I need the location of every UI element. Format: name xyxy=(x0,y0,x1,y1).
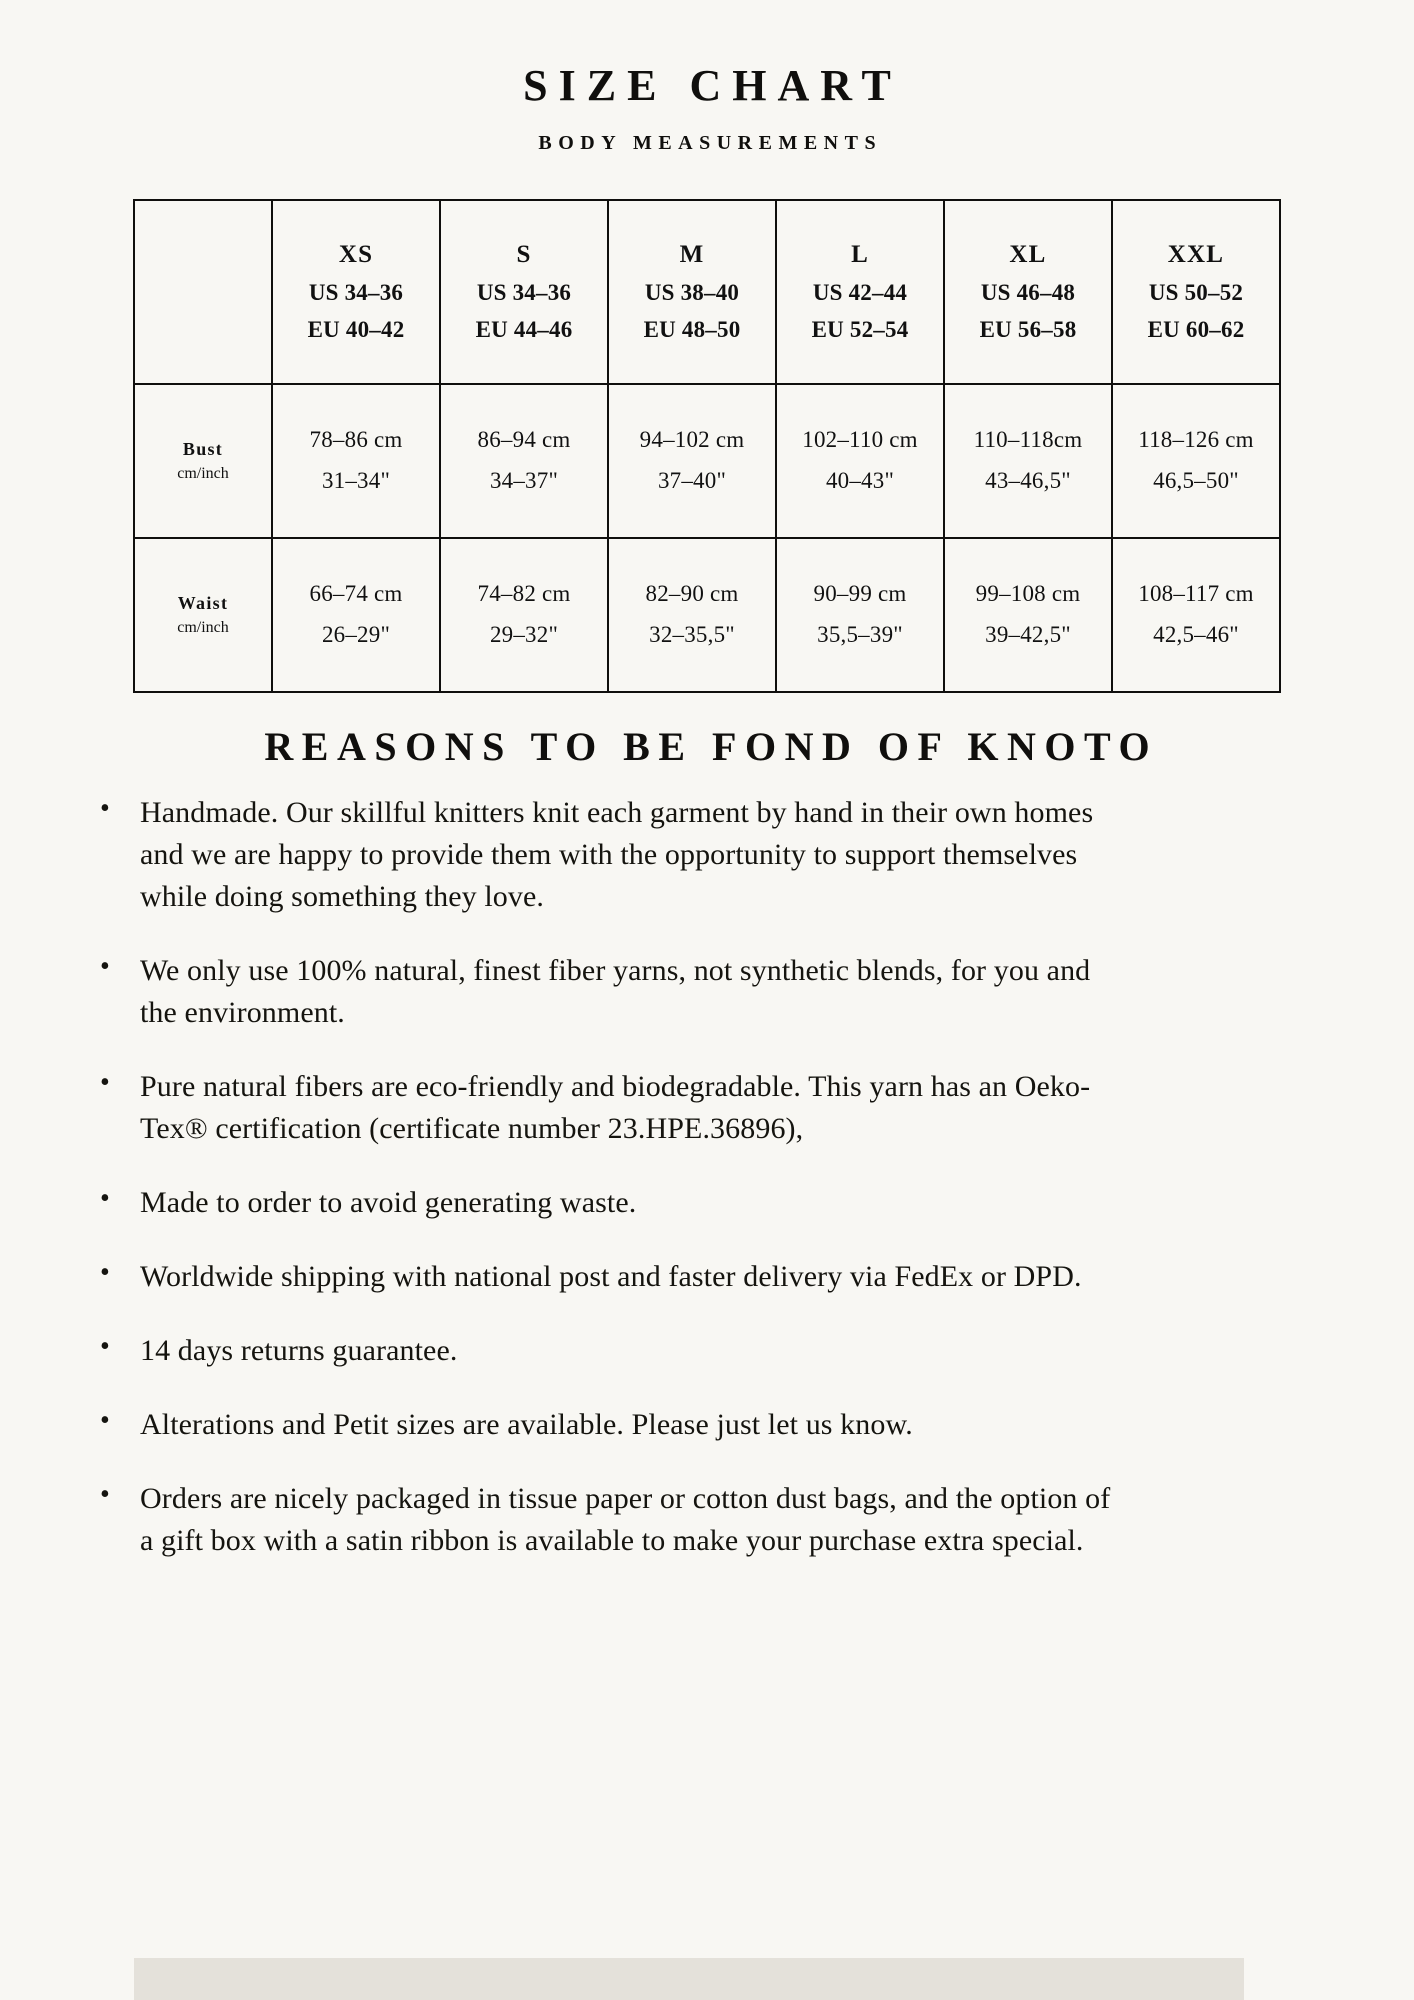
column-header-l: L US 42–44 EU 52–54 xyxy=(775,199,945,386)
measurement-cm: 74–82 cm xyxy=(477,581,571,607)
list-item: Pure natural fibers are eco-friendly and… xyxy=(92,1063,1122,1150)
table-header: XS US 34–36 EU 40–42 S US 34–36 EU 44–46… xyxy=(133,199,1281,386)
table-cell: 90–99 cm 35,5–39" xyxy=(775,537,945,694)
size-eu: EU 56–58 xyxy=(979,317,1077,343)
table-header-row: XS US 34–36 EU 40–42 S US 34–36 EU 44–46… xyxy=(133,199,1281,386)
row-header-name: Bust xyxy=(182,439,224,460)
list-item: Orders are nicely packaged in tissue pap… xyxy=(92,1475,1122,1562)
size-us: US 34–36 xyxy=(476,279,572,305)
row-header-bust: Bust cm/inch xyxy=(133,383,273,540)
size-label: XS xyxy=(338,241,374,269)
table-cell: 82–90 cm 32–35,5" xyxy=(607,537,777,694)
row-header-waist: Waist cm/inch xyxy=(133,537,273,694)
measurement-cm: 86–94 cm xyxy=(477,427,571,453)
measurement-cm: 82–90 cm xyxy=(645,581,739,607)
size-eu: EU 60–62 xyxy=(1147,317,1245,343)
measurement-cm: 94–102 cm xyxy=(639,427,745,453)
list-item: Made to order to avoid generating waste. xyxy=(92,1179,1122,1224)
table-cell: 102–110 cm 40–43" xyxy=(775,383,945,540)
size-us: US 34–36 xyxy=(308,279,404,305)
measurement-inch: 37–40" xyxy=(657,468,727,494)
column-header-xxl: XXL US 50–52 EU 60–62 xyxy=(1111,199,1281,386)
page-subtitle: BODY MEASUREMENTS xyxy=(538,132,883,155)
size-label: XXL xyxy=(1167,241,1225,269)
table-cell: 99–108 cm 39–42,5" xyxy=(943,537,1113,694)
measurement-cm: 66–74 cm xyxy=(309,581,403,607)
size-eu: EU 44–46 xyxy=(475,317,573,343)
size-eu: EU 48–50 xyxy=(643,317,741,343)
column-header-m: M US 38–40 EU 48–50 xyxy=(607,199,777,386)
measurement-inch: 32–35,5" xyxy=(649,622,735,648)
measurement-inch: 35,5–39" xyxy=(817,622,903,648)
measurement-cm: 118–126 cm xyxy=(1138,427,1254,453)
table-cell: 66–74 cm 26–29" xyxy=(271,537,441,694)
column-header-xl: XL US 46–48 EU 56–58 xyxy=(943,199,1113,386)
page-title: SIZE CHART xyxy=(523,61,902,110)
measurement-inch: 40–43" xyxy=(825,468,895,494)
size-label: L xyxy=(851,241,869,269)
list-item: Handmade. Our skillful knitters knit eac… xyxy=(92,789,1122,918)
table-cell: 108–117 cm 42,5–46" xyxy=(1111,537,1281,694)
measurement-inch: 29–32" xyxy=(489,622,559,648)
size-us: US 42–44 xyxy=(812,279,908,305)
size-eu: EU 40–42 xyxy=(307,317,405,343)
list-item: 14 days returns guarantee. xyxy=(92,1327,1122,1372)
size-label: S xyxy=(516,241,532,269)
size-chart-table-wrapper: XS US 34–36 EU 40–42 S US 34–36 EU 44–46… xyxy=(133,199,1281,694)
measurement-cm: 99–108 cm xyxy=(975,581,1081,607)
size-us: US 50–52 xyxy=(1148,279,1244,305)
size-label: XL xyxy=(1009,241,1047,269)
measurement-inch: 26–29" xyxy=(321,622,391,648)
row-header-unit: cm/inch xyxy=(177,619,229,637)
measurement-cm: 110–118cm xyxy=(973,427,1083,453)
measurement-inch: 43–46,5" xyxy=(985,468,1071,494)
measurement-inch: 39–42,5" xyxy=(985,622,1071,648)
measurement-inch: 46,5–50" xyxy=(1153,468,1239,494)
table-corner-cell xyxy=(133,199,273,386)
row-header-unit: cm/inch xyxy=(177,465,229,483)
reasons-list: Handmade. Our skillful knitters knit eac… xyxy=(92,774,1122,1562)
column-header-xs: XS US 34–36 EU 40–42 xyxy=(271,199,441,386)
measurement-cm: 78–86 cm xyxy=(309,427,403,453)
row-header-name: Waist xyxy=(177,593,229,614)
table-body: Bust cm/inch 78–86 cm 31–34" 86–94 cm 34… xyxy=(133,383,1281,694)
measurement-inch: 42,5–46" xyxy=(1153,622,1239,648)
measurement-cm: 102–110 cm xyxy=(802,427,918,453)
table-row-waist: Waist cm/inch 66–74 cm 26–29" 74–82 cm 2… xyxy=(133,537,1281,694)
table-cell: 118–126 cm 46,5–50" xyxy=(1111,383,1281,540)
table-cell: 78–86 cm 31–34" xyxy=(271,383,441,540)
list-item: We only use 100% natural, finest fiber y… xyxy=(92,947,1122,1034)
measurement-cm: 90–99 cm xyxy=(813,581,907,607)
size-us: US 38–40 xyxy=(644,279,740,305)
column-header-s: S US 34–36 EU 44–46 xyxy=(439,199,609,386)
table-row-bust: Bust cm/inch 78–86 cm 31–34" 86–94 cm 34… xyxy=(133,383,1281,540)
reasons-heading: REASONS TO BE FOND OF KNOTO xyxy=(264,724,1159,770)
measurement-cm: 108–117 cm xyxy=(1138,581,1254,607)
measurement-inch: 34–37" xyxy=(489,468,559,494)
table-cell: 74–82 cm 29–32" xyxy=(439,537,609,694)
table-cell: 110–118cm 43–46,5" xyxy=(943,383,1113,540)
bottom-band xyxy=(134,1958,1244,2000)
measurement-inch: 31–34" xyxy=(321,468,391,494)
size-us: US 46–48 xyxy=(980,279,1076,305)
size-eu: EU 52–54 xyxy=(811,317,909,343)
size-chart-table: XS US 34–36 EU 40–42 S US 34–36 EU 44–46… xyxy=(133,199,1281,694)
list-item: Worldwide shipping with national post an… xyxy=(92,1253,1122,1298)
table-cell: 94–102 cm 37–40" xyxy=(607,383,777,540)
size-label: M xyxy=(679,241,705,269)
list-item: Alterations and Petit sizes are availabl… xyxy=(92,1401,1122,1446)
table-cell: 86–94 cm 34–37" xyxy=(439,383,609,540)
